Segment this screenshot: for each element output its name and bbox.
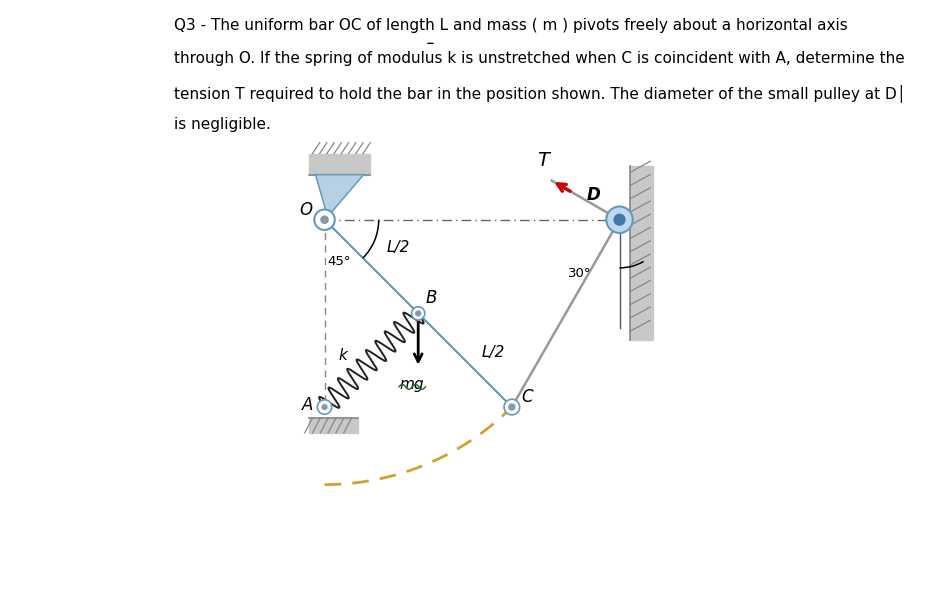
Text: 45°: 45° bbox=[328, 255, 351, 268]
Text: k: k bbox=[338, 348, 347, 363]
Text: L/2: L/2 bbox=[482, 345, 506, 360]
Circle shape bbox=[607, 206, 632, 233]
Text: A: A bbox=[302, 396, 313, 414]
Circle shape bbox=[314, 209, 335, 230]
Circle shape bbox=[411, 307, 425, 320]
Circle shape bbox=[614, 214, 625, 225]
Circle shape bbox=[508, 404, 515, 410]
Text: tension T required to hold the bar in the position shown. The diameter of the sm: tension T required to hold the bar in th… bbox=[174, 84, 906, 102]
Circle shape bbox=[416, 311, 420, 316]
Circle shape bbox=[318, 400, 332, 414]
Text: mg: mg bbox=[400, 377, 424, 391]
Polygon shape bbox=[309, 418, 357, 433]
Circle shape bbox=[321, 216, 328, 223]
Text: through O. If the spring of modulus k is unstretched when C is coincident with A: through O. If the spring of modulus k is… bbox=[174, 51, 905, 66]
Text: 30°: 30° bbox=[569, 267, 592, 280]
Circle shape bbox=[322, 405, 327, 409]
Polygon shape bbox=[309, 154, 369, 175]
Text: is negligible.: is negligible. bbox=[174, 117, 271, 132]
Text: C: C bbox=[521, 388, 533, 406]
Text: O: O bbox=[299, 201, 312, 219]
Polygon shape bbox=[316, 175, 364, 217]
Text: Q3 - The uniform bar OC of length L and mass ( m ) pivots freely about a horizon: Q3 - The uniform bar OC of length L and … bbox=[174, 18, 848, 33]
Polygon shape bbox=[631, 166, 653, 340]
Text: T: T bbox=[537, 150, 548, 170]
Text: L/2: L/2 bbox=[386, 240, 410, 255]
Polygon shape bbox=[319, 214, 517, 412]
Text: D: D bbox=[586, 187, 600, 205]
Text: B: B bbox=[425, 288, 437, 306]
Circle shape bbox=[504, 399, 519, 415]
